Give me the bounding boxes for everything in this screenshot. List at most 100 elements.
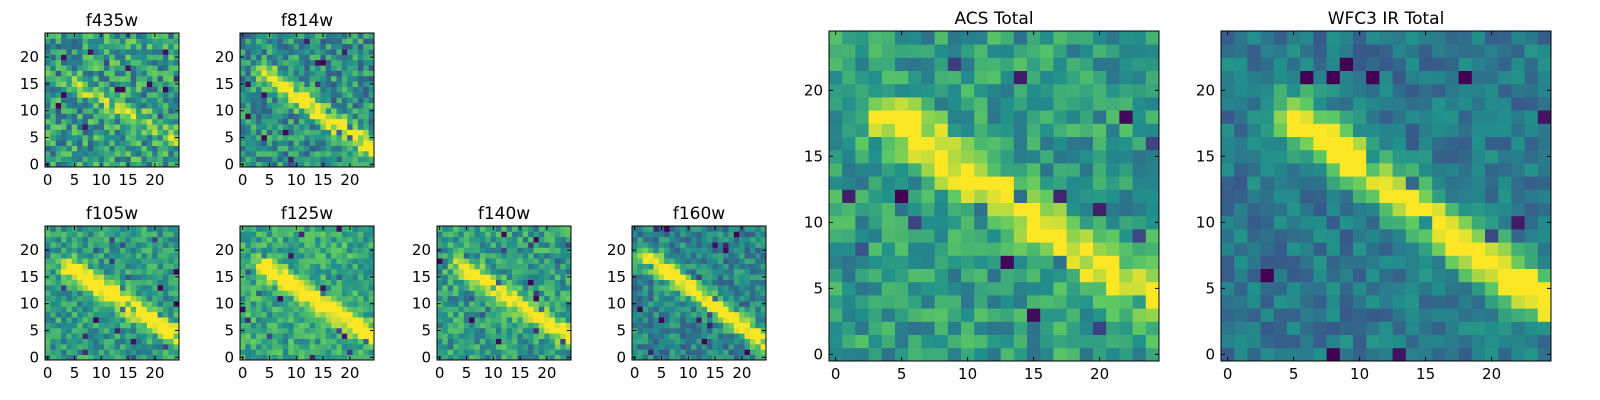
heatmap-cell [352,274,359,280]
heatmap-cell [120,295,126,302]
heatmap-cell [245,231,252,238]
heatmap-cell [723,290,729,297]
heatmap-cell [987,308,1001,322]
heatmap-cell [974,110,988,124]
heatmap-cell [1093,136,1107,151]
heatmap-cell [908,242,922,256]
heatmap-cell [690,252,697,259]
heatmap-cell [109,161,116,168]
heatmap-cell [1300,321,1314,335]
heatmap-cell [109,226,116,232]
heatmap-cell [1419,308,1433,322]
heatmap-cell [1339,321,1354,335]
heatmap-cell [712,252,719,259]
heatmap-cell [136,268,142,275]
heatmap-cell [1132,281,1147,296]
heatmap-cell [250,247,257,254]
heatmap-cell [707,343,713,350]
heatmap-cell [495,343,502,350]
heatmap-cell [130,49,137,55]
heatmap-cell [560,322,567,329]
heatmap-cell [1511,215,1525,230]
heatmap-cell [485,258,491,264]
heatmap-cell [282,274,289,280]
heatmap-cell [469,231,475,238]
heatmap-cell [336,134,343,141]
heatmap-cell [442,317,449,323]
heatmap-cell [141,268,148,275]
heatmap-cell [506,338,513,345]
heatmap-cell [707,354,713,361]
heatmap-cell [50,65,57,71]
heatmap-cell [1458,163,1473,177]
heatmap-cell [1485,242,1499,256]
heatmap-cell [141,81,148,87]
heatmap-cell [1053,281,1067,296]
heatmap-cell [130,108,137,114]
heatmap-cell [685,333,692,339]
heatmap-cell [474,311,481,318]
heatmap-cell [1511,242,1525,256]
heatmap-cell [93,311,99,318]
heatmap-cell [282,33,289,39]
heatmap-cell [125,43,132,50]
heatmap-cell [744,231,751,238]
heatmap-cell [272,279,278,286]
heatmap-cell [707,226,713,232]
heatmap-cell [55,70,62,77]
heatmap-cell [974,255,988,269]
heatmap-cell [363,75,370,82]
heatmap-cell [320,97,327,104]
heatmap-cell [315,306,321,313]
heatmap-cell [1093,149,1107,164]
heatmap-cell [71,118,78,125]
heatmap-cell [512,279,518,286]
heatmap-cell [256,156,262,163]
heatmap-cell [288,274,294,280]
heatmap-cell [141,145,148,152]
heatmap-cell [120,49,126,55]
heatmap-cell [261,317,268,323]
heatmap-cell [1145,229,1160,243]
heatmap-cell [336,156,343,163]
heatmap-cell [458,242,465,248]
heatmap-cell [77,43,83,50]
heatmap-cell [240,242,246,248]
heatmap-cell [1432,321,1446,335]
heatmap-cell [987,268,1001,283]
heatmap-cell [437,263,443,270]
heatmap-cell [352,236,359,243]
heatmap-cell [66,54,73,61]
heatmap-cell [642,263,649,270]
heatmap-cell [103,274,110,280]
heatmap-cell [245,301,252,307]
heatmap-cell [921,334,935,349]
heatmap-cell [707,306,713,313]
heatmap-cell [130,327,137,334]
heatmap-cell [336,33,343,39]
heatmap-cell [109,349,116,356]
heatmap-cell [895,97,909,111]
heatmap-cell [282,91,289,98]
heatmap-cell [157,43,164,50]
heatmap-cell [82,97,89,104]
heatmap-cell [1132,44,1147,58]
heatmap-cell [1339,202,1354,217]
heatmap-cell [357,301,364,307]
heatmap-cell [1405,202,1420,217]
heatmap-cell [93,284,99,291]
heatmap-cell [495,247,502,254]
heatmap-cell [66,258,73,264]
heatmap-cell [1524,229,1539,243]
heatmap-cell [45,43,51,50]
heatmap-cell [1079,295,1094,309]
heatmap-cell [146,268,153,275]
heatmap-cell [152,156,158,163]
heatmap-cell [565,252,572,259]
heatmap-cell [368,284,375,291]
heatmap-cell [544,311,550,318]
heatmap-cell [261,231,268,238]
heatmap-cell [632,306,638,313]
heatmap-cell [554,252,561,259]
heatmap-cell [1524,189,1539,203]
